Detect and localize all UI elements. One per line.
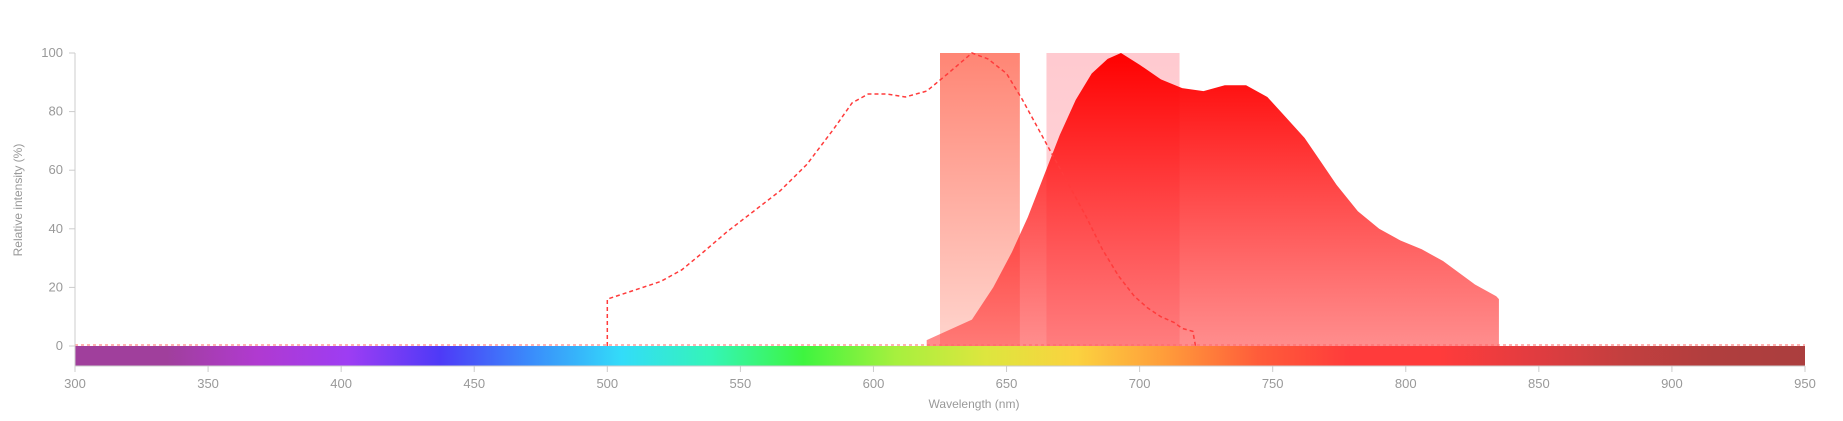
x-tick-label: 650 <box>996 376 1018 391</box>
y-tick-label: 60 <box>49 162 63 177</box>
x-tick-label: 950 <box>1794 376 1816 391</box>
y-axis-ticks: 0 20 40 60 80 100 <box>41 45 75 353</box>
x-tick-label: 700 <box>1129 376 1151 391</box>
y-axis-title: Relative intensity (%) <box>11 144 25 257</box>
x-tick-label: 600 <box>863 376 885 391</box>
x-tick-label: 750 <box>1262 376 1284 391</box>
excitation-layer <box>606 52 1197 347</box>
x-tick-label: 900 <box>1661 376 1683 391</box>
excitation-line <box>606 52 1197 347</box>
x-tick-label: 850 <box>1528 376 1550 391</box>
x-axis-ticks: 300 350 400 450 500 550 600 650 700 750 800 850 900 9… <box>64 366 1816 391</box>
x-tick-label: 400 <box>330 376 352 391</box>
x-tick-label: 450 <box>463 376 485 391</box>
x-tick-label: 800 <box>1395 376 1417 391</box>
y-tick-label: 100 <box>41 45 63 60</box>
y-tick-label: 20 <box>49 279 63 294</box>
x-tick-label: 350 <box>197 376 219 391</box>
wavelength-spectrum-bar <box>75 346 1805 366</box>
x-tick-label: 300 <box>64 376 86 391</box>
x-tick-label: 550 <box>730 376 752 391</box>
emission-area <box>926 53 1499 346</box>
y-tick-label: 80 <box>49 104 63 119</box>
y-tick-label: 40 <box>49 221 63 236</box>
y-tick-label: 0 <box>56 338 63 353</box>
x-axis-title: Wavelength (nm) <box>929 397 1020 411</box>
x-tick-label: 500 <box>596 376 618 391</box>
emission-layer <box>926 53 1499 346</box>
